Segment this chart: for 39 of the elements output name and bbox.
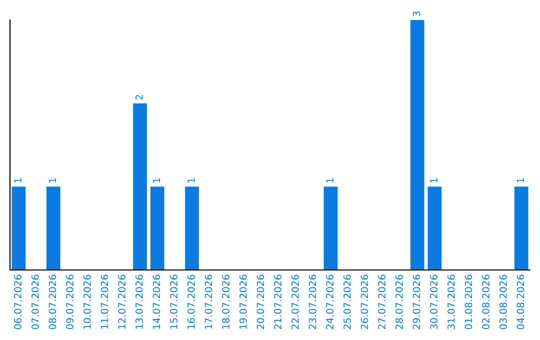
x-tick-label: 30.07.2026 xyxy=(430,274,438,330)
x-tick-label: 22.07.2026 xyxy=(291,274,299,330)
x-tick-label: 20.07.2026 xyxy=(256,274,264,330)
x-tick-label: 11.07.2026 xyxy=(100,274,108,329)
x-tick-label: 24.07.2026 xyxy=(326,274,334,330)
data-label: 1 xyxy=(48,178,56,183)
x-tick-label: 04.08.2026 xyxy=(516,274,524,330)
data-label: 1 xyxy=(152,178,160,183)
x-tick-label: 09.07.2026 xyxy=(66,274,74,330)
data-label: 1 xyxy=(188,178,195,183)
data-label: 1 xyxy=(430,178,438,183)
data-label: 1 xyxy=(516,178,524,183)
x-tick-label: 02.08.2026 xyxy=(482,274,490,330)
x-tick-label: 29.07.2026 xyxy=(412,274,420,330)
x-tick-label: 28.07.2026 xyxy=(395,274,403,330)
x-tick-label: 03.08.2026 xyxy=(499,274,507,330)
x-tick-label: 13.07.2026 xyxy=(135,274,143,329)
data-label: 1 xyxy=(14,178,22,183)
x-tick-label: 08.07.2026 xyxy=(48,274,56,330)
x-tick-label: 07.07.2026 xyxy=(31,274,39,330)
data-label: 2 xyxy=(135,95,143,100)
x-tick-label: 14.07.2026 xyxy=(152,274,160,329)
x-tick-label: 15.07.2026 xyxy=(170,274,178,329)
x-tick-label: 25.07.2026 xyxy=(343,274,351,330)
data-label: 3 xyxy=(412,12,420,16)
x-tick-label: 23.07.2026 xyxy=(308,274,316,330)
x-tick-label: 10.07.2026 xyxy=(83,274,91,329)
x-tick-label: 12.07.2026 xyxy=(118,274,126,329)
x-tick-label: 21.07.2026 xyxy=(274,274,282,330)
x-tick-label: 27.07.2026 xyxy=(378,274,386,330)
x-tick-label: 31.07.2026 xyxy=(447,274,455,330)
data-label: 1 xyxy=(326,178,334,183)
x-tick-label: 16.07.2026 xyxy=(187,274,195,329)
x-tick-label: 06.07.2026 xyxy=(14,274,22,330)
x-tick-label: 17.07.2026 xyxy=(204,274,212,329)
x-tick-label: 19.07.2026 xyxy=(239,274,247,329)
x-tick-label: 26.07.2026 xyxy=(360,274,368,330)
x-tick-label: 18.07.2026 xyxy=(222,274,230,329)
x-tick-label: 01.08.2026 xyxy=(464,274,472,330)
